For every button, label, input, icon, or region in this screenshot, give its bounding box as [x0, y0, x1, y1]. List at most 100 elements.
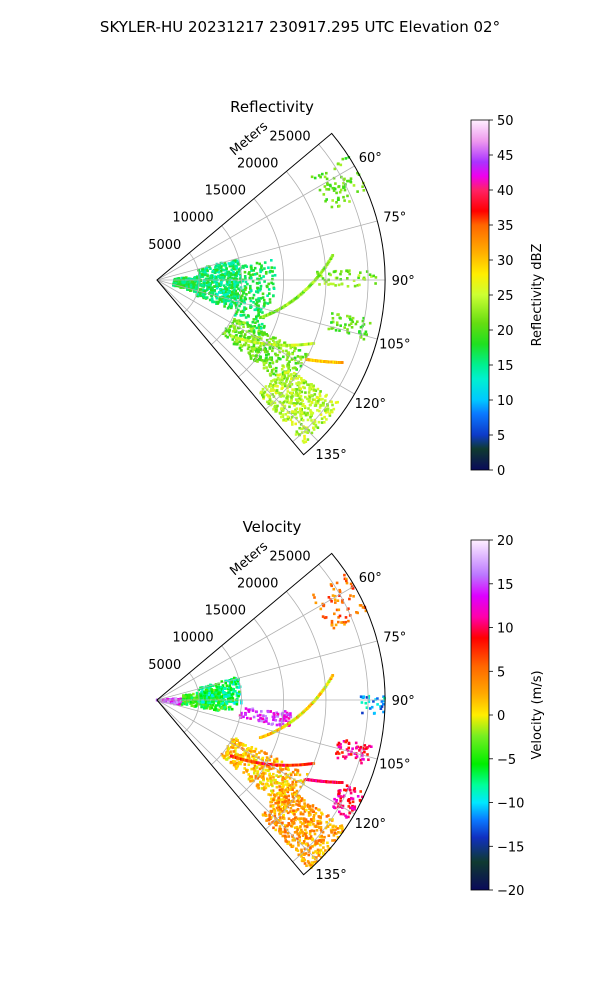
- echo-line-cell: [292, 343, 295, 347]
- echo-cell: [299, 817, 302, 820]
- echo-line-cell: [310, 762, 314, 765]
- echo-cell: [373, 711, 376, 715]
- echo-cell: [269, 776, 272, 780]
- echo-cell: [190, 700, 193, 704]
- echo-cell: [199, 692, 203, 696]
- echo-cell: [332, 587, 336, 591]
- echo-cell: [349, 177, 353, 180]
- echo-cell: [281, 394, 285, 398]
- echo-cell: [331, 320, 335, 324]
- echo-cell: [240, 297, 243, 300]
- echo-cell: [333, 612, 336, 616]
- echo-cell: [234, 289, 238, 293]
- echo-cell: [252, 301, 255, 304]
- echo-cell: [280, 376, 284, 379]
- echo-cell: [234, 683, 238, 686]
- echo-cell: [363, 605, 366, 609]
- echo-cell: [249, 304, 252, 307]
- echo-cell: [230, 740, 233, 744]
- echo-cell: [239, 310, 243, 313]
- echo-cell: [237, 263, 241, 266]
- echo-cell: [219, 695, 223, 698]
- echo-cell: [274, 373, 278, 377]
- echo-line-cell: [320, 270, 324, 274]
- echo-cell: [368, 273, 372, 276]
- echo-cell: [282, 830, 285, 834]
- echo-cell: [304, 395, 307, 399]
- echo-cell: [364, 330, 368, 334]
- echo-cell: [354, 322, 358, 326]
- echo-cell: [281, 778, 284, 782]
- echo-cell: [334, 401, 338, 404]
- echo-cell: [246, 347, 250, 351]
- echo-cell: [224, 291, 227, 294]
- echo-cell: [280, 794, 284, 798]
- echo-cell: [208, 281, 212, 285]
- echo-cell: [247, 753, 251, 756]
- echo-cell: [293, 800, 296, 803]
- echo-cell: [230, 264, 234, 268]
- echo-cell: [314, 850, 317, 853]
- echo-cell: [296, 398, 300, 402]
- echo-line-cell: [289, 343, 293, 347]
- echo-cell: [329, 823, 332, 826]
- echo-cell: [272, 339, 275, 342]
- echo-cell: [334, 828, 337, 832]
- echo-cell: [185, 693, 188, 697]
- echo-cell: [205, 688, 209, 692]
- echo-cell: [345, 577, 348, 581]
- echo-cell: [257, 313, 261, 317]
- echo-cell: [286, 417, 289, 421]
- echo-cell: [356, 795, 360, 798]
- echo-cell: [249, 747, 253, 751]
- echo-cell: [183, 285, 187, 289]
- echo-cell: [291, 786, 294, 789]
- echo-cell: [298, 408, 302, 412]
- echo-cell: [242, 292, 245, 295]
- echo-cell: [242, 325, 245, 329]
- echo-cell: [254, 321, 257, 324]
- echo-cell: [357, 274, 361, 277]
- echo-cell: [284, 776, 288, 779]
- echo-cell: [260, 787, 264, 790]
- echo-cell: [290, 415, 294, 419]
- echo-cell: [279, 818, 282, 821]
- echo-cell: [305, 820, 308, 824]
- echo-cell: [276, 385, 279, 388]
- echo-cell: [213, 289, 216, 292]
- echo-cell: [254, 758, 258, 762]
- echo-cell: [235, 266, 239, 270]
- echo-cell: [252, 779, 255, 783]
- echo-cell: [224, 706, 228, 709]
- echo-cell: [359, 325, 363, 329]
- echo-cell: [265, 756, 269, 759]
- echo-cell: [193, 290, 196, 293]
- echo-cell: [271, 346, 275, 350]
- echo-cell: [288, 801, 292, 805]
- echo-cell: [240, 300, 243, 303]
- echo-cell: [363, 744, 367, 747]
- echo-line-cell: [320, 690, 324, 694]
- echo-cell: [235, 737, 238, 741]
- echo-cell: [305, 864, 308, 867]
- echo-cell: [252, 269, 255, 272]
- echo-cell: [338, 588, 341, 592]
- echo-cell: [213, 271, 217, 274]
- echo-cell: [269, 800, 272, 804]
- echo-cell: [358, 798, 362, 802]
- echo-cell: [252, 332, 256, 335]
- echo-cell: [228, 291, 232, 295]
- echo-cell: [197, 688, 200, 692]
- echo-cell: [228, 697, 232, 700]
- echo-cell: [281, 807, 285, 810]
- echo-cell: [252, 715, 256, 719]
- echo-cell: [271, 274, 274, 278]
- echo-line-cell: [307, 342, 311, 346]
- echo-cell: [282, 817, 286, 820]
- radial-tick-label: 20000: [237, 156, 278, 171]
- echo-cell: [251, 335, 254, 338]
- echo-cell: [219, 288, 222, 291]
- echo-cell: [278, 825, 282, 828]
- echo-cell: [325, 393, 328, 397]
- echo-cell: [284, 824, 287, 827]
